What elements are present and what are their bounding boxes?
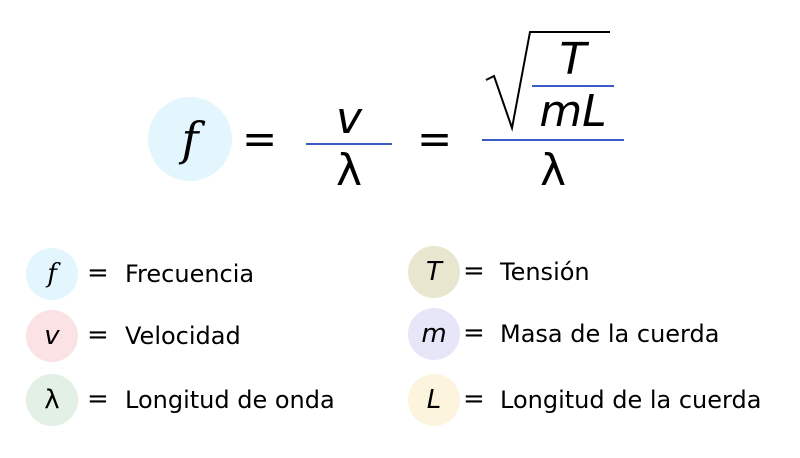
- formula-lhs: f: [181, 112, 199, 166]
- legend-symbol-circle: f: [26, 248, 78, 300]
- legend-symbol: T: [426, 257, 442, 287]
- legend-label: Frecuencia: [125, 260, 255, 288]
- legend-label: Masa de la cuerda: [500, 320, 720, 348]
- legend-label: Tensión: [500, 258, 590, 286]
- legend-symbol: λ: [44, 385, 60, 415]
- formula-equals-1: =: [242, 114, 278, 163]
- fraction-numerator-velocity: v: [335, 93, 363, 144]
- legend-symbol-circle: m: [408, 308, 460, 360]
- legend-symbol: v: [44, 321, 60, 351]
- legend-equals: =: [87, 258, 109, 288]
- sqrt-denominator-mass-length: mL: [539, 86, 607, 137]
- formula-equals-2: =: [417, 114, 453, 163]
- legend-equals: =: [463, 256, 485, 286]
- legend-symbol: L: [426, 385, 442, 415]
- legend-label: Velocidad: [125, 322, 241, 350]
- legend-equals: =: [463, 318, 485, 348]
- legend-symbol-circle: v: [26, 310, 78, 362]
- sqrt-numerator-tension: T: [559, 34, 587, 85]
- legend-symbol-circle: L: [408, 374, 460, 426]
- fraction-denominator-lambda-1: λ: [335, 145, 363, 196]
- legend-label: Longitud de onda: [125, 386, 335, 414]
- legend-label: Longitud de la cuerda: [500, 386, 762, 414]
- legend-symbol: m: [421, 319, 447, 349]
- legend-symbol: f: [47, 259, 57, 289]
- square-root-sign: [485, 31, 610, 132]
- legend-equals: =: [463, 384, 485, 414]
- legend-symbol-circle: T: [408, 246, 460, 298]
- legend-equals: =: [87, 320, 109, 350]
- sqrt-inner-fraction-bar: [532, 85, 614, 87]
- fraction-denominator-lambda-2: λ: [539, 145, 567, 196]
- fraction-bar-1: [306, 143, 392, 145]
- legend-symbol-circle: λ: [26, 374, 78, 426]
- frequency-symbol-circle: f: [148, 97, 232, 181]
- legend-equals: =: [87, 384, 109, 414]
- fraction-bar-2: [482, 139, 624, 141]
